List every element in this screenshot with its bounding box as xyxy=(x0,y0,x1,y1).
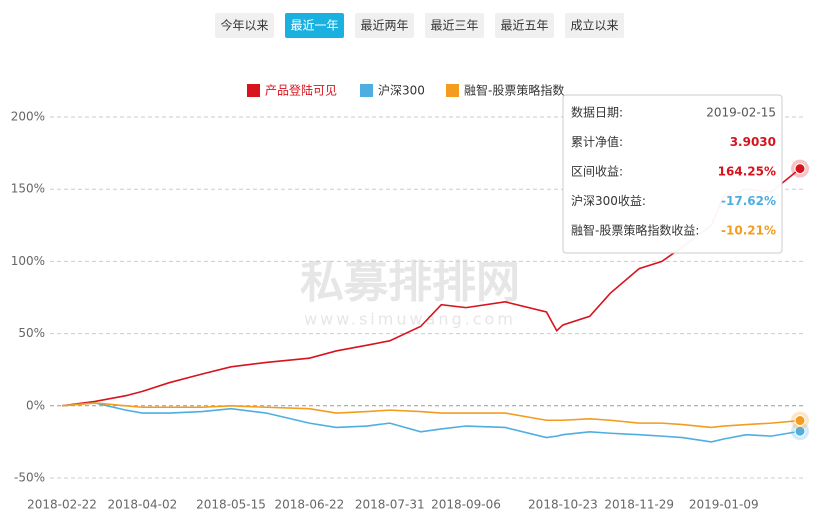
tab-label: 最近五年 xyxy=(500,19,548,33)
watermark-url: www.simuwang.com xyxy=(304,310,516,329)
legend-swatch xyxy=(446,84,459,97)
end-marker xyxy=(794,163,806,175)
tab[interactable]: 最近两年 xyxy=(355,13,414,38)
tooltip-value: 3.9030 xyxy=(730,135,776,149)
y-tick-label: -50% xyxy=(14,471,45,485)
tab[interactable]: 今年以来 xyxy=(215,13,274,38)
x-tick-label: 2019-01-09 xyxy=(689,498,759,512)
tooltip-box xyxy=(562,94,783,254)
x-tick-label: 2018-04-02 xyxy=(108,498,178,512)
tab-bg xyxy=(495,13,554,38)
tooltip-value: -10.21% xyxy=(721,224,776,238)
tooltip-label: 融智-股票策略指数收益: xyxy=(571,223,699,238)
tab-label: 成立以来 xyxy=(570,18,618,33)
tab-label: 今年以来 xyxy=(220,18,268,33)
x-tick-label: 2018-06-22 xyxy=(274,498,344,512)
legend-label: 融智-股票策略指数 xyxy=(464,83,564,98)
y-tick-label: 100% xyxy=(11,254,45,268)
watermark-title: 私募排排网 xyxy=(300,257,520,308)
tab[interactable]: 最近三年 xyxy=(425,13,484,38)
x-tick-label: 2018-07-31 xyxy=(355,498,425,512)
y-tick-label: 150% xyxy=(11,182,45,196)
tab-label: 最近两年 xyxy=(360,19,408,33)
tab-label: 最近三年 xyxy=(430,19,478,33)
x-tick-label: 2018-09-06 xyxy=(431,498,501,512)
end-marker xyxy=(794,415,806,427)
y-tick-label: 200% xyxy=(11,110,45,124)
tab-bg xyxy=(285,13,344,38)
tooltip-value: 164.25% xyxy=(718,165,776,179)
y-tick-label: 50% xyxy=(18,326,45,340)
tab-bg xyxy=(215,13,274,38)
tab[interactable]: 最近五年 xyxy=(495,13,554,38)
y-tick-label: 0% xyxy=(26,398,45,412)
x-tick-label: 2018-11-29 xyxy=(604,498,674,512)
x-tick-label: 2018-02-22 xyxy=(27,498,97,512)
tooltip-label: 沪深300收益: xyxy=(571,194,646,208)
legend-label: 沪深300 xyxy=(378,84,425,98)
x-tick-label: 2018-05-15 xyxy=(196,498,266,512)
tooltip-label: 区间收益: xyxy=(571,165,623,179)
legend-swatch xyxy=(247,84,260,97)
tab-label: 最近一年 xyxy=(290,19,338,33)
tooltip-value: -17.62% xyxy=(721,194,776,208)
tab-bg xyxy=(425,13,484,38)
tab-bg xyxy=(565,13,624,38)
tab[interactable]: 最近一年 xyxy=(285,13,344,38)
legend-label: 产品登陆可见 xyxy=(265,83,337,98)
legend-swatch xyxy=(360,84,373,97)
tooltip-value: 2019-02-15 xyxy=(706,106,776,120)
end-marker xyxy=(794,425,806,437)
tooltip-label: 数据日期: xyxy=(571,105,623,120)
tab-bg xyxy=(355,13,414,38)
tab[interactable]: 成立以来 xyxy=(565,13,624,38)
series-line xyxy=(61,402,801,443)
series-line xyxy=(61,402,801,429)
x-tick-label: 2018-10-23 xyxy=(528,498,598,512)
tooltip-label: 累计净值: xyxy=(571,134,623,149)
